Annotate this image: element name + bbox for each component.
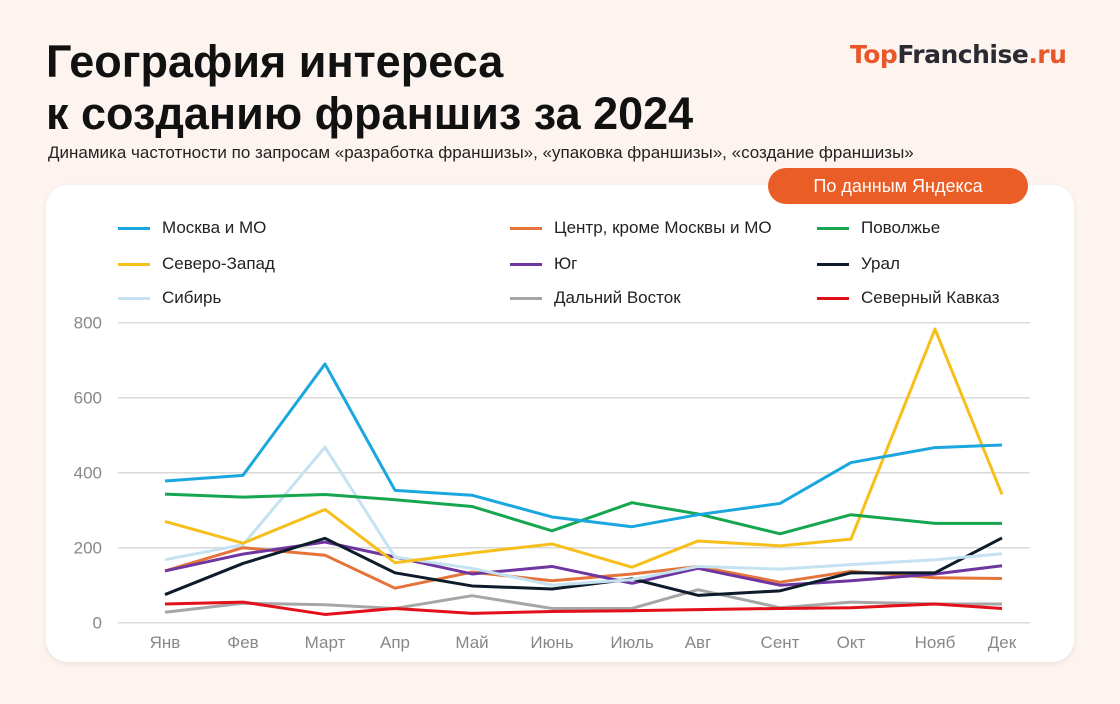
legend-label: Урал xyxy=(861,254,900,273)
legend-label: Северо-Запад xyxy=(162,254,275,273)
x-tick-label: Янв xyxy=(150,633,181,652)
legend-label: Юг xyxy=(554,254,578,273)
y-tick-label: 0 xyxy=(93,614,102,633)
x-tick-label: Нояб xyxy=(915,633,956,652)
legend-label: Москва и МО xyxy=(162,218,267,237)
x-tick-label: Фев xyxy=(227,633,258,652)
x-tick-label: Март xyxy=(305,633,346,652)
y-tick-label: 200 xyxy=(74,539,102,558)
x-tick-label: Окт xyxy=(837,633,866,652)
legend-swatch xyxy=(510,262,542,266)
x-tick-label: Июнь xyxy=(530,633,573,652)
x-tick-label: Июль xyxy=(610,633,654,652)
legend-swatch xyxy=(817,296,849,300)
series-line-0 xyxy=(164,362,1003,529)
legend-item: Юг xyxy=(510,254,577,274)
legend-label: Центр, кроме Москвы и МО xyxy=(554,218,772,237)
x-tick-label: Авг xyxy=(685,633,712,652)
legend-item: Поволжье xyxy=(817,218,940,238)
legend-swatch xyxy=(118,226,150,230)
chart-card xyxy=(46,185,1074,662)
x-tick-label: Апр xyxy=(380,633,410,652)
legend-swatch xyxy=(510,226,542,230)
logo-part-top: Top xyxy=(850,40,898,69)
legend-item: Дальний Восток xyxy=(510,288,681,308)
legend-item: Сибирь xyxy=(118,288,221,308)
title-line-1: География интереса xyxy=(46,36,504,87)
legend-item: Москва и МО xyxy=(118,218,266,238)
y-tick-label: 600 xyxy=(74,389,102,408)
legend-swatch xyxy=(510,296,542,300)
legend-label: Северный Кавказ xyxy=(861,288,1000,307)
x-tick-label: Май xyxy=(455,633,488,652)
legend-item: Урал xyxy=(817,254,900,274)
legend-label: Сибирь xyxy=(162,288,222,307)
legend-item: Северо-Запад xyxy=(118,254,275,274)
logo-part-franchise: Franchise xyxy=(897,40,1029,69)
logo-part-ru: .ru xyxy=(1028,40,1067,69)
legend-label: Поволжье xyxy=(861,218,941,237)
series-line-2 xyxy=(164,445,1003,587)
logo: TopFranchise.ru xyxy=(850,40,1067,69)
legend-item: Северный Кавказ xyxy=(817,288,1000,308)
legend-swatch xyxy=(118,262,150,266)
page-title: География интереса к созданию франшиз за… xyxy=(46,36,826,140)
source-badge: По данным Яндекса xyxy=(768,168,1028,204)
legend-swatch xyxy=(118,296,150,300)
title-line-2: к созданию франшиз за 2024 xyxy=(46,88,694,139)
series-line-8 xyxy=(164,600,1003,616)
legend-label: Дальний Восток xyxy=(554,288,681,307)
x-tick-label: Дек xyxy=(988,633,1017,652)
series-line-1 xyxy=(164,327,1004,569)
series-line-5 xyxy=(164,588,1002,614)
y-tick-label: 400 xyxy=(74,464,102,483)
legend-item: Центр, кроме Москвы и МО xyxy=(510,218,772,238)
y-tick-label: 800 xyxy=(74,314,102,333)
subtitle: Динамика частотности по запросам «разраб… xyxy=(48,143,914,162)
legend-swatch xyxy=(817,262,849,266)
legend-swatch xyxy=(817,226,849,230)
series-line-6 xyxy=(164,492,1002,536)
x-tick-label: Сент xyxy=(761,633,800,652)
